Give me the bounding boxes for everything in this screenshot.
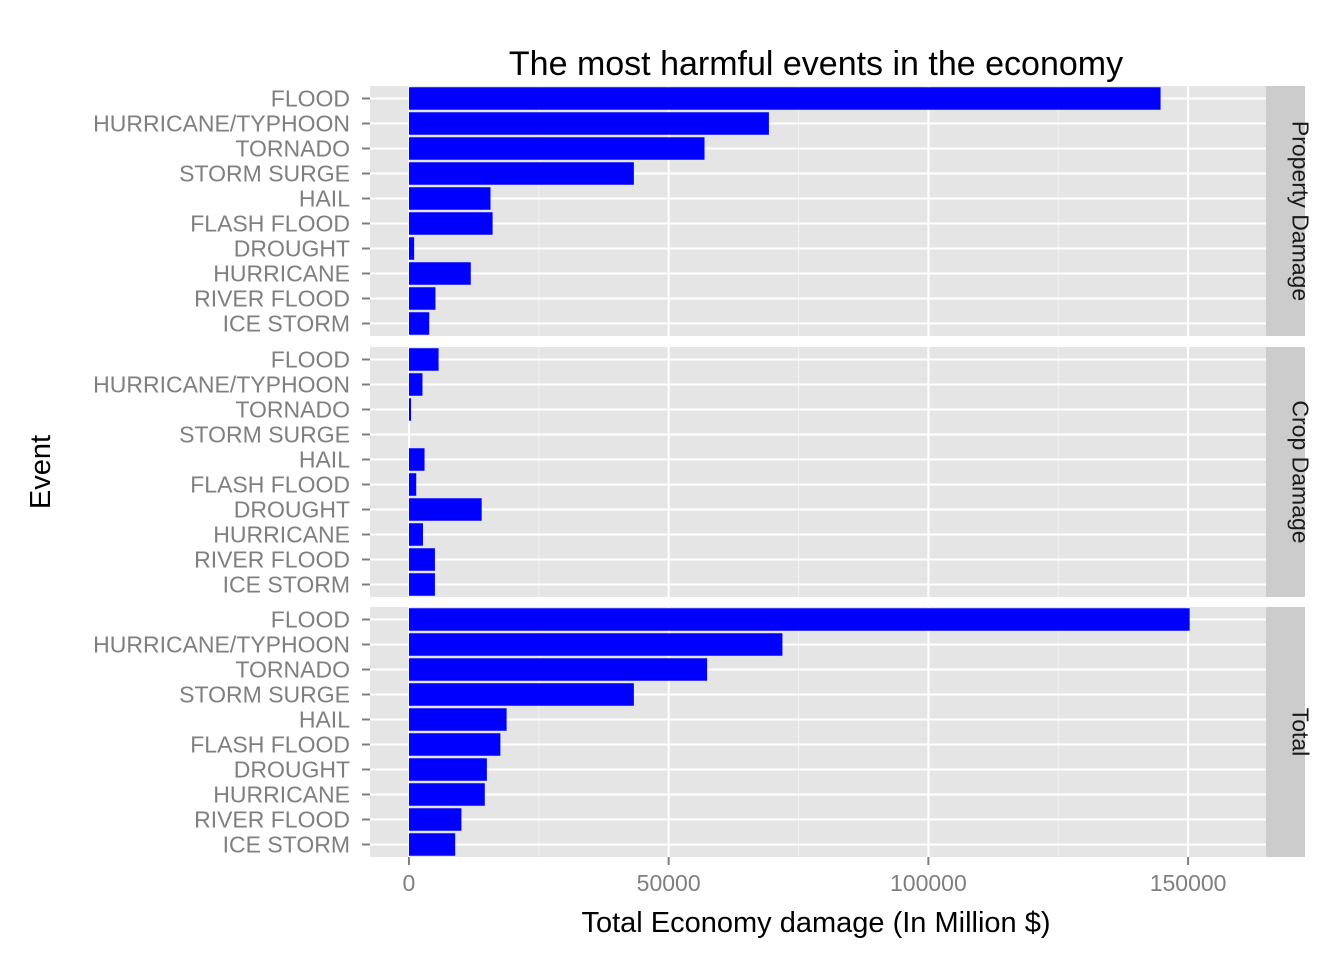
chart-title: The most harmful events in the economy <box>509 45 1123 83</box>
y-tick-label: ICE STORM <box>223 832 350 858</box>
y-tick-label: FLOOD <box>271 607 350 633</box>
facet-strip-label: Property Damage <box>1288 121 1314 301</box>
facet-strip <box>1266 86 1305 336</box>
y-tick-label: FLASH FLOOD <box>190 472 350 498</box>
bar-property-damage-hurricane <box>408 262 471 285</box>
x-axis: 0 50000 100000 150000 <box>403 857 1227 896</box>
y-tick-label: STORM SURGE <box>179 422 350 448</box>
bar-crop-damage-flash-flood <box>408 473 417 496</box>
y-tick-label: RIVER FLOOD <box>194 547 350 573</box>
y-tick-label: FLOOD <box>271 86 350 112</box>
x-tick-label: 150000 <box>1150 870 1227 896</box>
y-tick-label: FLOOD <box>271 347 350 373</box>
bar-crop-damage-flood <box>408 348 439 371</box>
bar-total-drought <box>408 758 487 781</box>
y-axis-title: Event <box>25 435 57 509</box>
y-tick-label: DROUGHT <box>234 236 350 262</box>
bar-crop-damage-river-flood <box>408 548 435 571</box>
bar-property-damage-flash-flood <box>408 212 493 235</box>
bar-property-damage-flood <box>408 87 1161 110</box>
bar-crop-damage-tornado <box>408 398 412 421</box>
x-axis-title: Total Economy damage (In Million $) <box>581 907 1050 939</box>
bar-property-damage-tornado <box>408 137 705 160</box>
y-tick-label: HURRICANE/TYPHOON <box>93 111 350 137</box>
y-tick-label: FLASH FLOOD <box>190 211 350 237</box>
y-tick-label: STORM SURGE <box>179 161 350 187</box>
bar-total-tornado <box>408 658 708 681</box>
bar-property-damage-ice-storm <box>408 312 430 335</box>
y-tick-label: HURRICANE/TYPHOON <box>93 372 350 398</box>
bar-crop-damage-ice-storm <box>408 573 435 596</box>
facet-strip <box>1266 607 1305 857</box>
x-tick-label: 0 <box>403 870 416 896</box>
y-tick-label: DROUGHT <box>234 757 350 783</box>
y-tick-label: DROUGHT <box>234 497 350 523</box>
y-tick-label: ICE STORM <box>223 311 350 337</box>
bar-total-storm-surge <box>408 683 634 706</box>
bar-total-hurricane-typhoon <box>408 633 783 656</box>
bar-property-damage-hurricane-typhoon <box>408 112 769 135</box>
facet-strip-label: Total <box>1288 708 1314 757</box>
bar-total-hail <box>408 708 507 731</box>
bar-total-flash-flood <box>408 733 501 756</box>
y-tick-label: STORM SURGE <box>179 682 350 708</box>
x-tick-label: 50000 <box>637 870 701 896</box>
facet-strip-label: Crop Damage <box>1288 400 1314 543</box>
bar-property-damage-river-flood <box>408 287 436 310</box>
bar-crop-damage-drought <box>408 498 482 521</box>
y-tick-label: RIVER FLOOD <box>194 286 350 312</box>
y-tick-label: HAIL <box>299 186 350 212</box>
bar-total-ice-storm <box>408 833 456 856</box>
bar-property-damage-hail <box>408 187 491 210</box>
y-tick-label: HAIL <box>299 447 350 473</box>
bar-total-hurricane <box>408 783 485 806</box>
bar-crop-damage-hurricane-typhoon <box>408 373 423 396</box>
y-tick-label: HURRICANE <box>213 522 350 548</box>
y-tick-label: ICE STORM <box>223 572 350 598</box>
y-tick-label: RIVER FLOOD <box>194 807 350 833</box>
bar-property-damage-drought <box>408 237 415 260</box>
y-tick-label: TORNADO <box>235 657 350 683</box>
y-tick-label: HURRICANE <box>213 261 350 287</box>
bar-total-river-flood <box>408 808 462 831</box>
x-tick-label: 100000 <box>890 870 967 896</box>
y-tick-label: FLASH FLOOD <box>190 732 350 758</box>
bar-total-flood <box>408 608 1190 631</box>
y-tick-label: HURRICANE <box>213 782 350 808</box>
bar-crop-damage-hail <box>408 448 425 471</box>
panel-background <box>370 347 1266 597</box>
y-tick-label: TORNADO <box>235 136 350 162</box>
y-tick-label: TORNADO <box>235 397 350 423</box>
y-tick-label: HAIL <box>299 707 350 733</box>
bar-crop-damage-hurricane <box>408 523 423 546</box>
facet-strip <box>1266 347 1305 597</box>
y-tick-label: HURRICANE/TYPHOON <box>93 632 350 658</box>
bar-property-damage-storm-surge <box>408 162 634 185</box>
